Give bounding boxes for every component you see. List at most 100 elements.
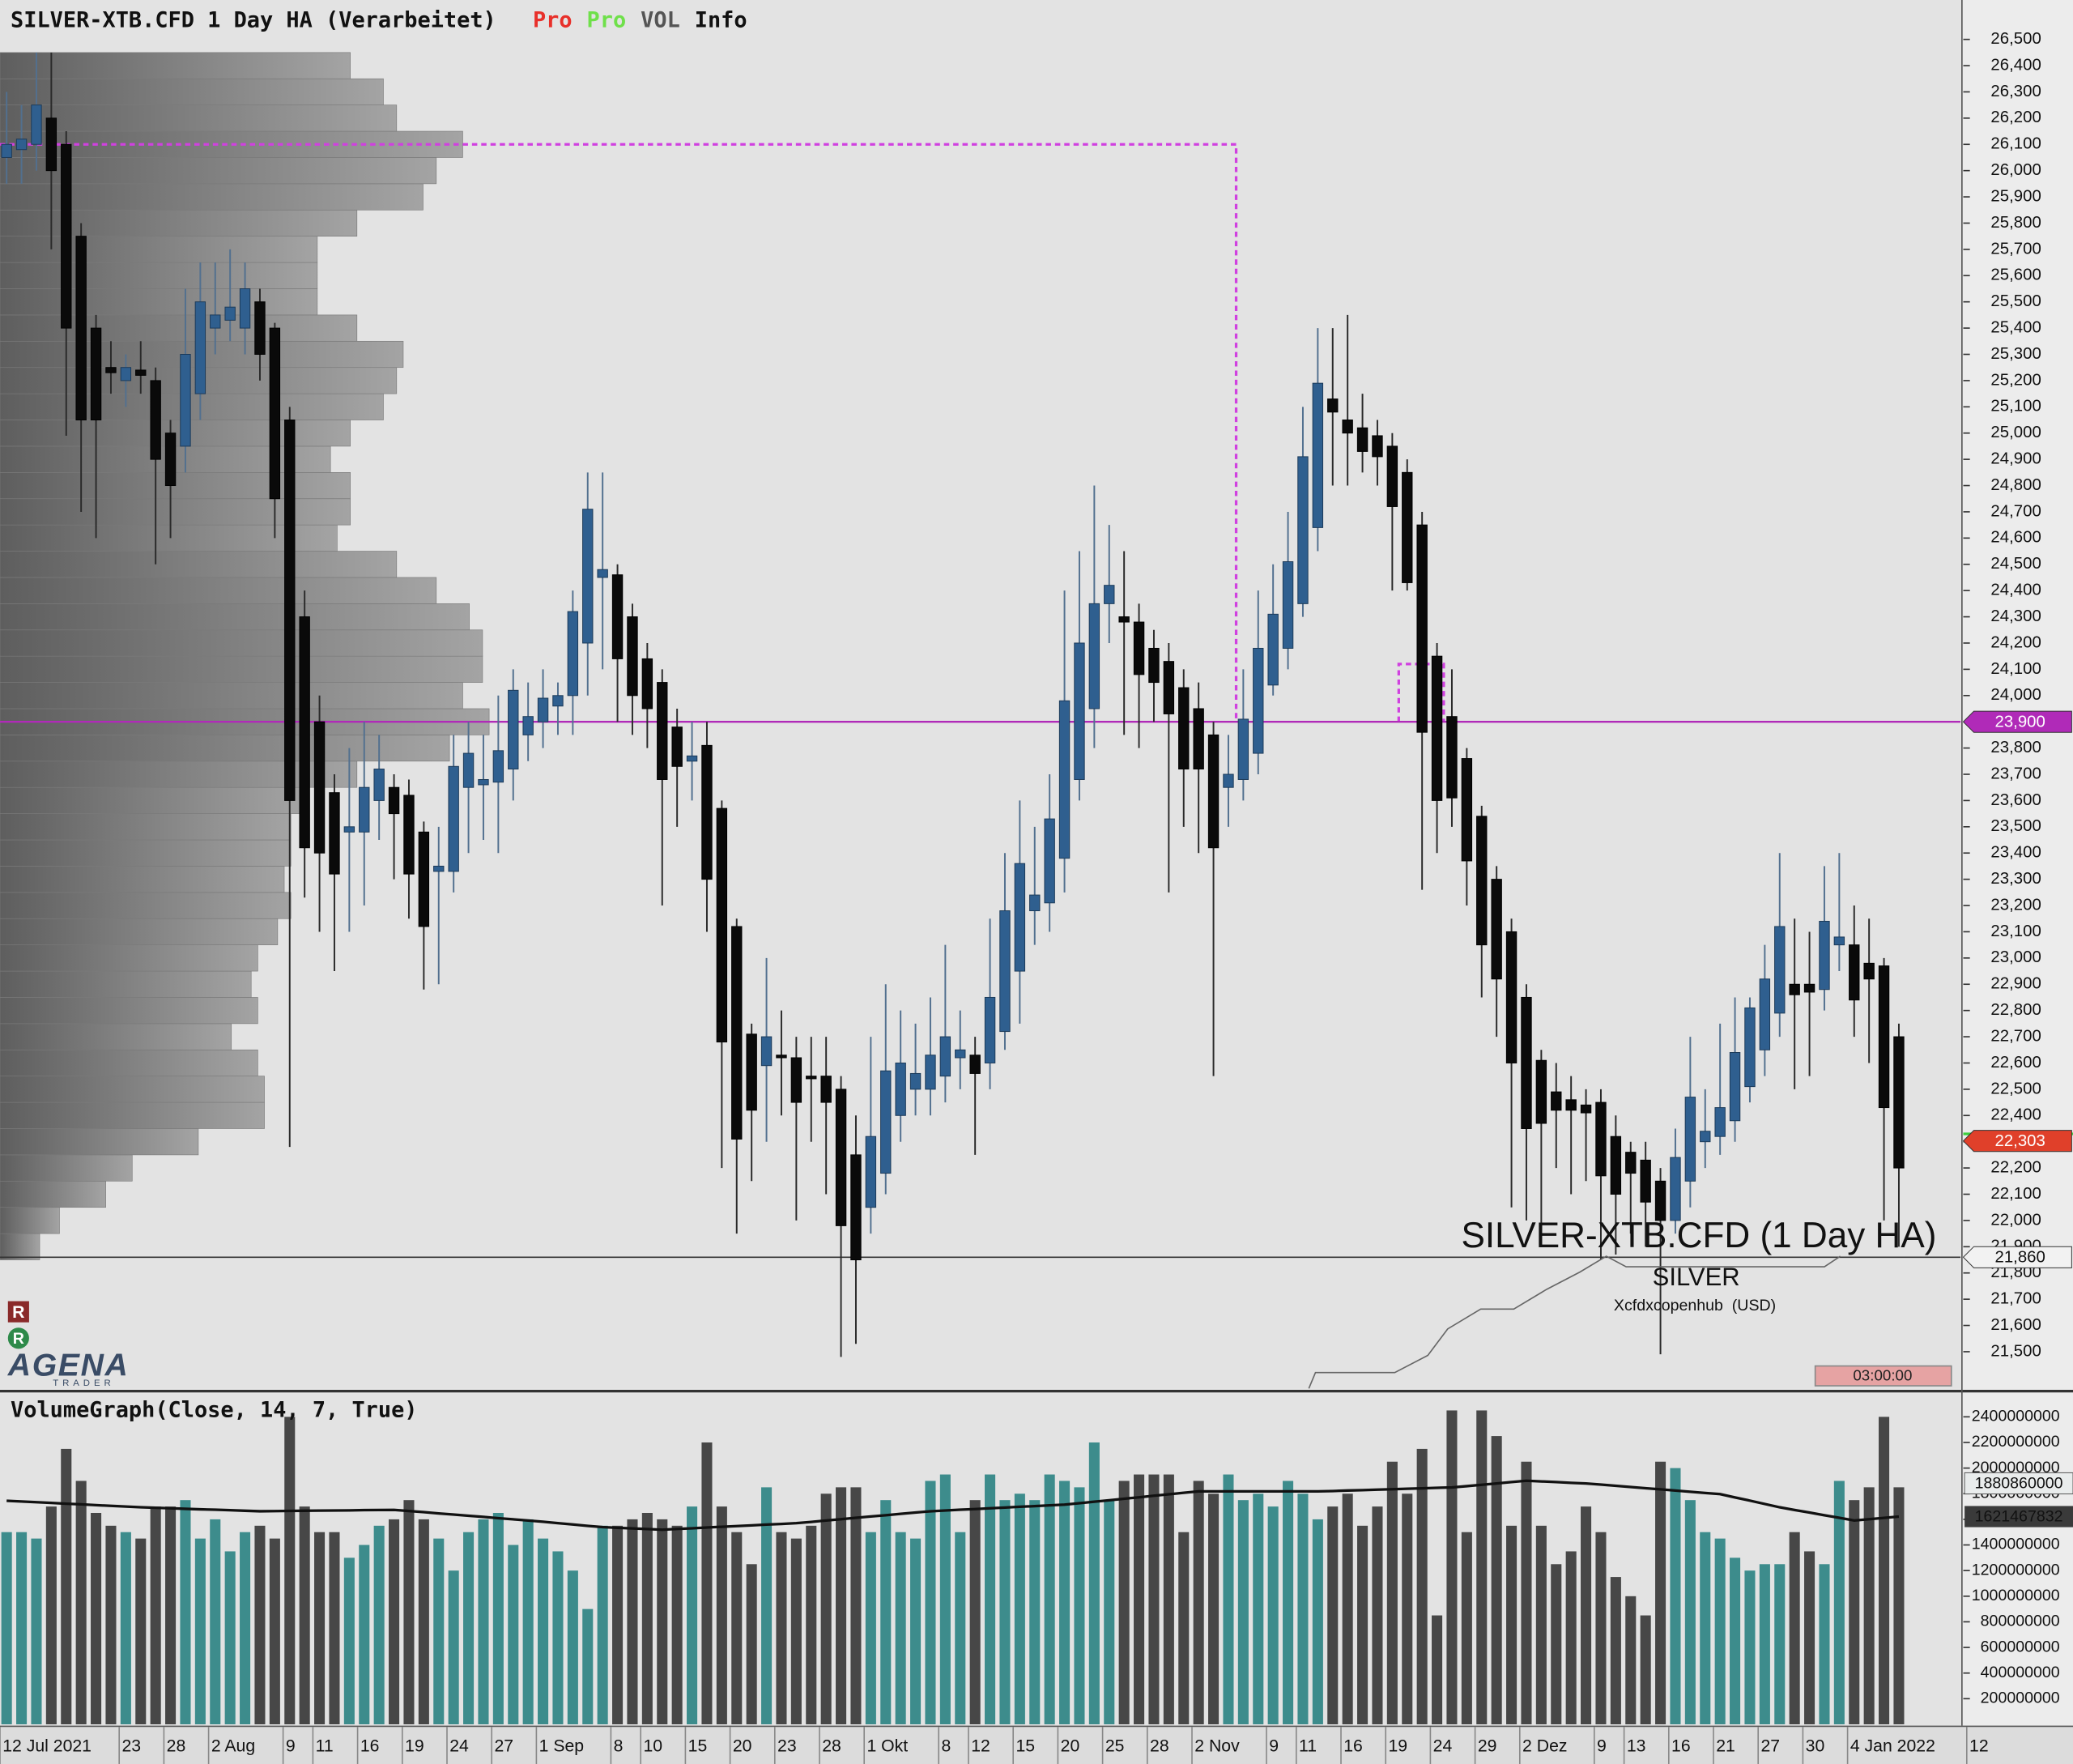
candle-body — [746, 1033, 757, 1111]
candle-body — [478, 778, 489, 786]
volume-profile-bar — [0, 1180, 106, 1208]
x-tick-label: 28 — [1150, 1736, 1169, 1755]
x-tick-label: 2 Nov — [1194, 1736, 1240, 1755]
volume-layer — [1, 1410, 1905, 1724]
volume-bar — [1581, 1506, 1592, 1724]
volume-marker-label: 1880860000 — [1975, 1474, 2063, 1492]
candle-body — [641, 658, 653, 709]
volume-bar — [716, 1506, 727, 1724]
volume-bar — [1610, 1577, 1621, 1724]
candle-body — [120, 367, 132, 381]
volume-profile-bar — [0, 1023, 232, 1050]
volume-bar — [776, 1532, 787, 1724]
y-tick-label: 22,200 — [1990, 1158, 2041, 1176]
candle-body — [1849, 944, 1860, 1001]
volume-bar — [329, 1532, 340, 1724]
candle-body — [1803, 983, 1815, 993]
volume-bar — [1312, 1519, 1323, 1724]
y-tick-label: 22,400 — [1990, 1106, 2041, 1124]
volume-bar — [269, 1538, 280, 1724]
volume-bar — [448, 1570, 459, 1724]
candle-body — [164, 432, 177, 487]
volume-bar — [701, 1442, 713, 1724]
x-tick-label: 12 — [1969, 1736, 1989, 1755]
timer-box — [1814, 1365, 1952, 1387]
candle-body — [135, 369, 147, 376]
candle-body — [359, 786, 370, 833]
average-marker-label: 1621467832 — [1975, 1507, 2063, 1525]
candle-body — [537, 697, 549, 722]
axis-layer: 21,50021,60021,70021,80021,90022,00022,1… — [0, 30, 2073, 1764]
y-tick-label: 23,600 — [1990, 791, 2041, 809]
x-tick-label: 20 — [1061, 1736, 1080, 1755]
x-tick-label: 11 — [1299, 1736, 1317, 1755]
volume-tick-label: 1200000000 — [1972, 1561, 2060, 1579]
x-tick-label: 9 — [1597, 1736, 1607, 1755]
volume-bar — [1118, 1481, 1130, 1724]
volume-average-line — [6, 1479, 1900, 1532]
volume-profile-bar — [0, 866, 285, 893]
volume-bar — [1104, 1500, 1115, 1724]
volume-bar — [373, 1525, 385, 1724]
candle-body — [224, 306, 236, 321]
candle-body — [1461, 758, 1473, 862]
volume-bar — [820, 1493, 832, 1724]
candle-body — [716, 807, 728, 1043]
volume-bar — [1476, 1410, 1488, 1724]
volume-bar — [1148, 1474, 1160, 1724]
volume-bar — [1804, 1551, 1815, 1724]
volume-profile-bar — [0, 393, 384, 420]
chart-title: SILVER-XTB.CFD 1 Day HA (Verarbeitet) — [11, 8, 496, 33]
candle-body — [1863, 962, 1875, 980]
volume-bar — [836, 1487, 847, 1724]
x-tick-label: 2 Aug — [211, 1736, 255, 1755]
indicator-tag: VOL — [641, 8, 680, 33]
volume-tick-label: 800000000 — [1981, 1613, 2060, 1630]
y-tick-label: 21,500 — [1990, 1342, 2041, 1360]
volume-bar — [254, 1525, 266, 1724]
candle-body — [1074, 642, 1085, 780]
watermark-symbol: SILVER — [1653, 1263, 1740, 1291]
volume-profile-bar — [0, 786, 304, 814]
y-tick-label: 23,100 — [1990, 922, 2041, 940]
y-tick-label: 24,800 — [1990, 476, 2041, 494]
volume-tick-label: 400000000 — [1981, 1664, 2060, 1681]
candle-body — [1759, 978, 1771, 1050]
candle-body — [1789, 983, 1800, 995]
candle-body — [909, 1072, 922, 1090]
y-tick-label: 25,300 — [1990, 345, 2041, 363]
volume-bar — [135, 1538, 147, 1724]
candle-body — [388, 786, 400, 815]
volume-profile-bar — [0, 1049, 258, 1076]
value-area-line — [0, 143, 1238, 722]
candle-body — [1207, 734, 1220, 849]
x-tick-label: 12 — [971, 1736, 990, 1755]
volume-bar — [939, 1474, 951, 1724]
volume-bar — [433, 1538, 445, 1724]
volume-bar — [1283, 1481, 1294, 1724]
volume-bar — [105, 1525, 117, 1724]
candle-body — [61, 143, 72, 329]
y-tick-label: 23,000 — [1990, 948, 2041, 966]
volume-bar — [746, 1564, 757, 1724]
candle-body — [522, 716, 534, 735]
candle-body — [731, 926, 743, 1140]
volume-profile-bar — [0, 78, 384, 105]
candle-body — [299, 616, 310, 849]
logo: AGENA — [7, 1349, 130, 1383]
candle-body — [1714, 1107, 1726, 1137]
candle-body — [210, 314, 221, 329]
candle-body — [343, 826, 355, 833]
volume-bar — [1506, 1525, 1518, 1724]
candle-body — [1654, 1180, 1666, 1221]
volume-bar — [806, 1525, 817, 1724]
volume-bar — [75, 1481, 87, 1724]
candle-body — [150, 380, 161, 460]
volume-bar — [314, 1532, 326, 1724]
y-tick-label: 24,300 — [1990, 607, 2041, 625]
volume-bar — [120, 1532, 131, 1724]
volume-profile-bar — [0, 603, 470, 631]
candle-body — [1446, 716, 1458, 799]
candle-body — [1729, 1052, 1741, 1122]
